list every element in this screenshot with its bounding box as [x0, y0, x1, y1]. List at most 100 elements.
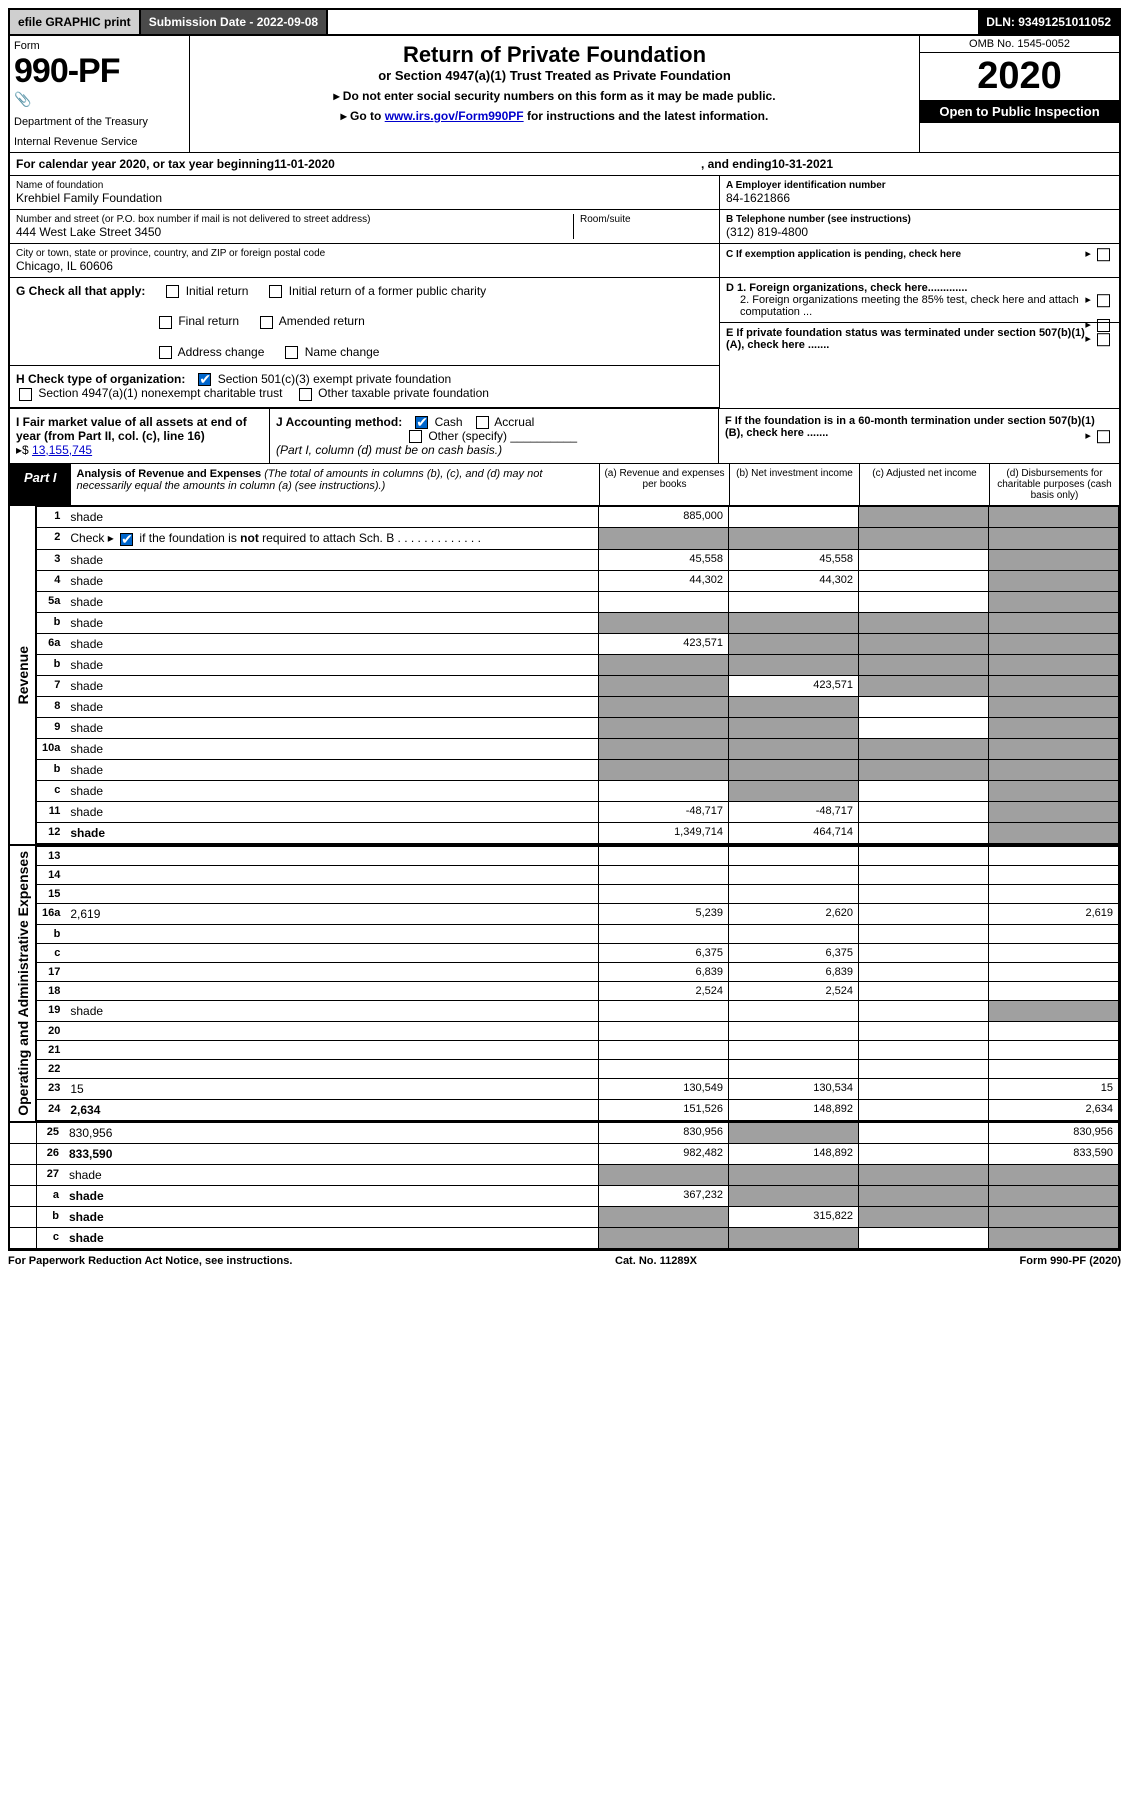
- footer-left: For Paperwork Reduction Act Notice, see …: [8, 1255, 292, 1267]
- goto-note: ▸ Go to www.irs.gov/Form990PF for instru…: [196, 109, 913, 123]
- row-desc: shade: [65, 654, 598, 675]
- row-desc: 2,634: [65, 1099, 598, 1120]
- row-desc: 15: [65, 1078, 598, 1099]
- table-row: 2315130,549130,53415: [37, 1078, 1119, 1099]
- table-row: bshade: [37, 759, 1119, 780]
- checkbox-e[interactable]: [1097, 333, 1110, 346]
- amount-cell: [599, 924, 729, 943]
- amount-cell: [859, 981, 989, 1000]
- form-header: Form 990-PF 📎 Department of the Treasury…: [10, 36, 1119, 153]
- footer-right: Form 990-PF (2020): [1020, 1255, 1121, 1267]
- amount-cell: 44,302: [729, 570, 859, 591]
- row-num: 6a: [37, 633, 66, 654]
- amount-cell: 151,526: [599, 1099, 729, 1120]
- amount-cell: 45,558: [599, 549, 729, 570]
- amount-cell: [989, 1021, 1119, 1040]
- table-row: ashade367,232: [10, 1185, 1119, 1206]
- row-num: 10a: [37, 738, 66, 759]
- col-a-header: (a) Revenue and expenses per books: [599, 464, 729, 505]
- foundation-name-cell: Name of foundation Krehbiel Family Found…: [10, 176, 719, 210]
- table-row: 27shade: [10, 1164, 1119, 1185]
- checkbox-final[interactable]: [159, 316, 172, 329]
- form-title: Return of Private Foundation: [196, 42, 913, 68]
- amount-cell: 130,534: [729, 1078, 859, 1099]
- amount-cell: 130,549: [599, 1078, 729, 1099]
- amount-cell: [859, 570, 989, 591]
- table-row: bshade315,822: [10, 1206, 1119, 1227]
- row-num: 4: [37, 570, 66, 591]
- amount-cell: 1,349,714: [599, 822, 729, 843]
- checkbox-f[interactable]: [1097, 430, 1110, 443]
- row-num: 1: [37, 507, 66, 528]
- checkbox-d1[interactable]: [1097, 294, 1110, 307]
- amount-cell: [859, 865, 989, 884]
- checkbox-initial[interactable]: [166, 285, 179, 298]
- exemption-c-cell: C If exemption application is pending, c…: [720, 244, 1119, 264]
- amount-cell: [729, 1021, 859, 1040]
- row-num: 21: [37, 1040, 66, 1059]
- checkbox-cash[interactable]: [415, 416, 428, 429]
- top-bar: efile GRAPHIC print Submission Date - 20…: [8, 8, 1121, 36]
- omb-number: OMB No. 1545-0052: [920, 36, 1119, 53]
- amount-cell: 2,524: [729, 981, 859, 1000]
- checkbox-address[interactable]: [159, 346, 172, 359]
- form-label: Form: [14, 40, 185, 52]
- amount-cell: [859, 884, 989, 903]
- amount-cell: [859, 1059, 989, 1078]
- checkbox-name[interactable]: [285, 346, 298, 359]
- form-number: 990-PF: [14, 52, 185, 91]
- checkbox-other-tax[interactable]: [299, 388, 312, 401]
- row-desc: [65, 1040, 598, 1059]
- amount-cell: [599, 865, 729, 884]
- amount-cell: [859, 549, 989, 570]
- table-row: 13: [37, 846, 1119, 865]
- amount-cell: -48,717: [599, 801, 729, 822]
- row-num: 25: [36, 1122, 64, 1144]
- form-subtitle: or Section 4947(a)(1) Trust Treated as P…: [196, 68, 913, 83]
- checkbox-4947[interactable]: [19, 388, 32, 401]
- attachment-icon[interactable]: 📎: [14, 91, 185, 108]
- table-row: 25830,956830,956830,956: [10, 1122, 1119, 1144]
- amount-cell: [859, 1000, 989, 1021]
- efile-print-button[interactable]: efile GRAPHIC print: [10, 10, 141, 34]
- table-row: 182,5242,524: [37, 981, 1119, 1000]
- row-desc: shade: [65, 801, 598, 822]
- amount-cell: -48,717: [729, 801, 859, 822]
- checkbox-accrual[interactable]: [476, 416, 489, 429]
- row-num: 24: [37, 1099, 66, 1120]
- table-row: 5ashade: [37, 591, 1119, 612]
- amount-cell: [859, 1078, 989, 1099]
- checkbox-initial-former[interactable]: [269, 285, 282, 298]
- amount-cell: 423,571: [599, 633, 729, 654]
- expenses-side-label: Operating and Administrative Expenses: [10, 846, 36, 1121]
- row-desc: 830,956: [64, 1122, 599, 1144]
- amount-cell: 44,302: [599, 570, 729, 591]
- amount-cell: 15: [989, 1078, 1119, 1099]
- amount-cell: 830,956: [599, 1122, 729, 1144]
- table-row: 9shade: [37, 717, 1119, 738]
- bottom-table: 25830,956830,956830,95626833,590982,4821…: [10, 1121, 1119, 1249]
- checkbox-other-acct[interactable]: [409, 430, 422, 443]
- row-desc: shade: [64, 1206, 599, 1227]
- row-desc: [65, 924, 598, 943]
- table-row: 6ashade423,571: [37, 633, 1119, 654]
- checkbox-c[interactable]: [1097, 248, 1110, 261]
- checkbox-amended[interactable]: [260, 316, 273, 329]
- table-row: 8shade: [37, 696, 1119, 717]
- table-row: 4shade44,30244,302: [37, 570, 1119, 591]
- checkbox-501c3[interactable]: [198, 373, 211, 386]
- row-desc: shade: [64, 1185, 599, 1206]
- row-num: 9: [37, 717, 66, 738]
- row-desc: shade: [65, 612, 598, 633]
- irs-link[interactable]: www.irs.gov/Form990PF: [385, 109, 524, 123]
- row-num: 20: [37, 1021, 66, 1040]
- row-num: 5a: [37, 591, 66, 612]
- col-b-header: (b) Net investment income: [729, 464, 859, 505]
- calendar-year-row: For calendar year 2020, or tax year begi…: [10, 153, 1119, 176]
- amount-cell: 830,956: [989, 1122, 1119, 1144]
- amount-cell: [989, 846, 1119, 865]
- checkbox-schb[interactable]: [120, 533, 133, 546]
- amount-cell: [859, 943, 989, 962]
- fmv-link[interactable]: 13,155,745: [32, 443, 92, 457]
- amount-cell: [599, 1021, 729, 1040]
